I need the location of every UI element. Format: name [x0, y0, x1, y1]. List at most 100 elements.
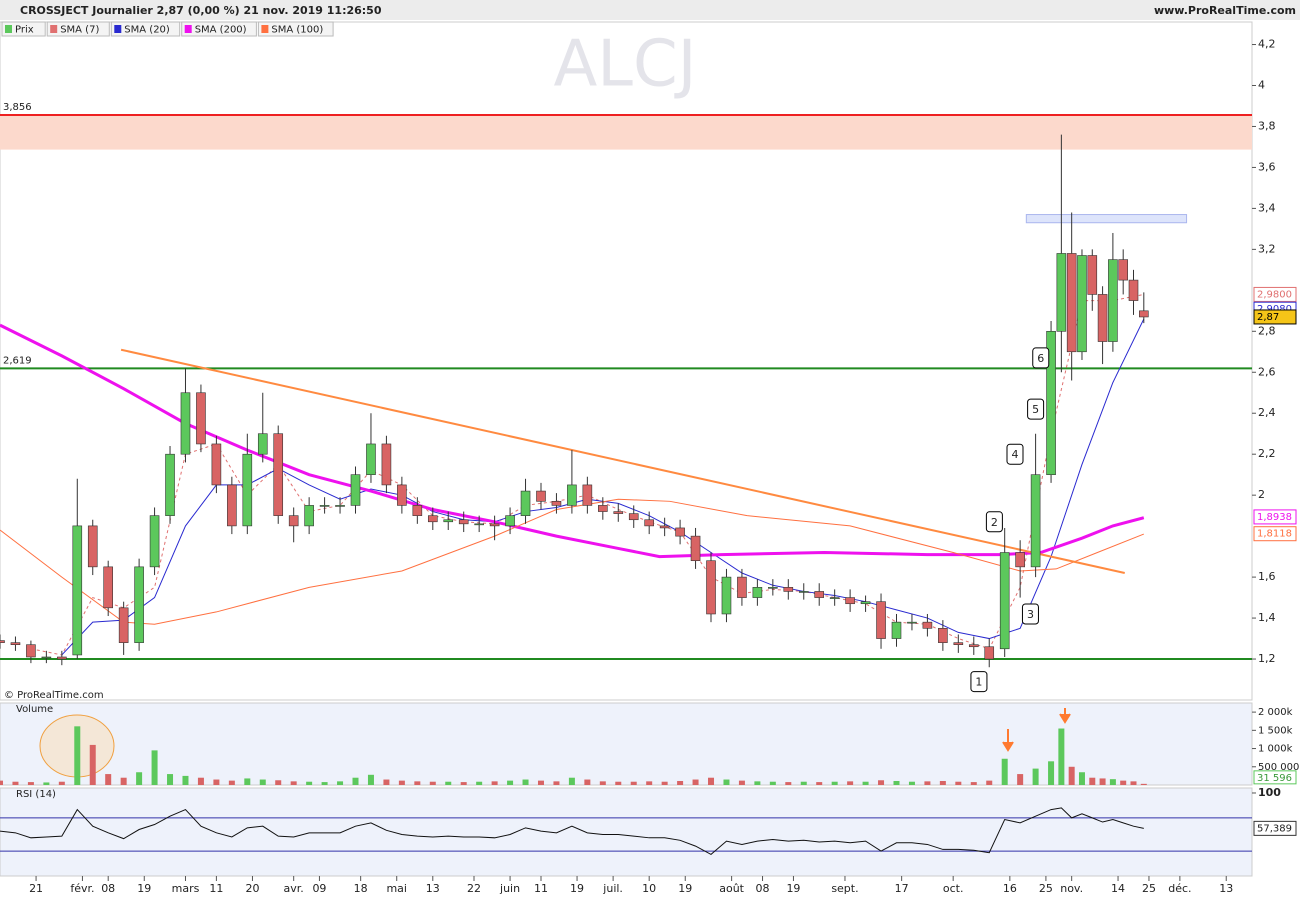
- volume-bar: [986, 780, 993, 785]
- volume-bar: [414, 781, 421, 785]
- x-tick-label: 19: [137, 882, 151, 895]
- volume-bar: [460, 782, 467, 785]
- volume-bar: [1130, 781, 1137, 785]
- x-tick-label: 11: [534, 882, 548, 895]
- candle-body: [118, 607, 129, 643]
- volume-bar: [429, 781, 436, 785]
- watermark: ALCJ: [554, 28, 697, 102]
- candle-body: [922, 621, 933, 629]
- legend-swatch: [114, 25, 122, 33]
- candle-body: [1046, 330, 1056, 475]
- candle-body: [1077, 255, 1087, 353]
- legend-label: Prix: [15, 25, 34, 36]
- volume-bar: [507, 780, 514, 785]
- rsi-tick-label: 100: [1258, 786, 1281, 799]
- volume-bar: [398, 780, 405, 785]
- candle-body: [999, 552, 1010, 650]
- candle-body: [1087, 255, 1098, 295]
- volume-bar: [105, 774, 112, 785]
- x-tick-label: oct.: [943, 882, 964, 895]
- candle-body: [907, 621, 917, 624]
- candle-body: [675, 527, 685, 537]
- annotation-box: [1006, 443, 1024, 465]
- volume-bar: [646, 781, 653, 785]
- candle-body: [350, 474, 361, 506]
- price-tag-label: 1,8938: [1257, 512, 1292, 523]
- volume-bar: [1068, 766, 1075, 785]
- copyright: © ProRealTime.com: [4, 690, 104, 701]
- volume-bar: [228, 780, 235, 785]
- x-tick-label: nov.: [1060, 882, 1083, 895]
- volume-bar: [568, 777, 575, 785]
- legend-label: SMA (100): [271, 25, 323, 36]
- volume-bar: [120, 777, 127, 785]
- legend-item: [181, 21, 257, 37]
- volume-tick-label: 1 500k: [1258, 725, 1293, 736]
- volume-bar: [924, 781, 931, 785]
- candle-body: [72, 525, 83, 656]
- volume-tick-label: 500 000: [1258, 762, 1299, 773]
- volume-bar: [12, 781, 19, 785]
- volume-bar: [939, 780, 946, 785]
- y-tick-label: 1,4: [1258, 611, 1276, 624]
- header-title: CROSSJECT Journalier 2,87 (0,00 %) 21 no…: [20, 4, 382, 17]
- legend-label: SMA (7): [60, 25, 99, 36]
- volume-bar: [1099, 778, 1106, 785]
- candle-body: [706, 560, 716, 615]
- volume-bar: [1109, 779, 1116, 785]
- candle-body: [412, 505, 423, 516]
- volume-bar: [1058, 728, 1065, 785]
- x-tick-label: 25: [1039, 882, 1053, 895]
- rsi-panel: [0, 787, 1253, 877]
- candle-body: [798, 591, 809, 593]
- annotation-box: [1021, 603, 1039, 625]
- volume-bar: [244, 778, 251, 785]
- volume-bar: [677, 780, 684, 785]
- annotation-label: 4: [1011, 448, 1018, 461]
- volume-bar: [661, 781, 668, 785]
- volume-bar: [599, 781, 606, 785]
- candle-body: [1056, 253, 1067, 332]
- candle-body: [814, 591, 825, 598]
- volume-bar: [74, 726, 81, 785]
- y-tick-label: 2,6: [1258, 365, 1276, 378]
- volume-bar: [1001, 758, 1008, 785]
- volume-bar: [862, 781, 869, 785]
- x-tick-label: 16: [1003, 882, 1017, 895]
- y-tick-label: 3,6: [1258, 160, 1276, 173]
- x-tick-label: 14: [1111, 882, 1125, 895]
- candle-body: [165, 453, 175, 516]
- x-tick-label: 21: [29, 882, 43, 895]
- volume-bar: [43, 782, 50, 785]
- y-tick-label: 2,4: [1258, 406, 1276, 419]
- x-tick-label: 19: [678, 882, 692, 895]
- candle-body: [984, 646, 995, 660]
- y-tick-label: 2,2: [1258, 447, 1276, 460]
- volume-bar: [831, 781, 838, 785]
- candle-body: [366, 443, 376, 475]
- price-tag: [1253, 309, 1297, 325]
- volume-arrows: [1002, 708, 1071, 752]
- volume-bar: [847, 781, 854, 785]
- x-tick-label: 18: [354, 882, 368, 895]
- rsi-tag: [1253, 820, 1297, 836]
- x-tick-label: 13: [426, 882, 440, 895]
- candle-body: [458, 519, 469, 525]
- candle-body: [397, 484, 407, 506]
- y-tick-label: 1,6: [1258, 570, 1276, 583]
- volume-tick-label: 1 000k: [1258, 744, 1293, 755]
- y-tick-label: 4: [1258, 78, 1265, 91]
- volume-bar: [352, 777, 359, 785]
- volume-bar: [1078, 772, 1085, 785]
- candle-body: [0, 640, 5, 643]
- annotation-label: 3: [1027, 608, 1034, 621]
- volume-bar: [182, 775, 189, 785]
- legend-item: [257, 21, 334, 37]
- volume-bar: [321, 782, 328, 785]
- candle-body: [876, 601, 886, 639]
- volume-bar: [89, 744, 96, 785]
- candle-body: [1108, 259, 1118, 342]
- x-tick-label: août: [719, 882, 744, 895]
- trendline: [120, 348, 1125, 574]
